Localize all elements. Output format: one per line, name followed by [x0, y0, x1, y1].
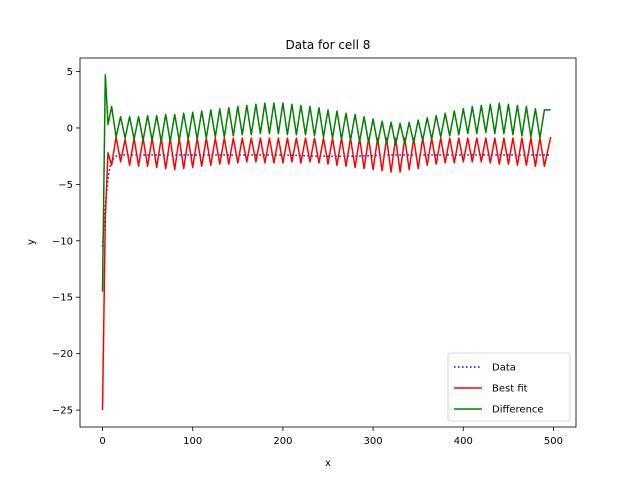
- legend: Data Best fit Difference: [447, 352, 571, 422]
- legend-entry: Difference: [492, 405, 544, 416]
- x-tick-label: 100: [183, 436, 202, 447]
- y-axis-ticks: 5 0 −5 −10 −15 −20 −25: [52, 67, 80, 417]
- x-tick-label: 300: [364, 436, 383, 447]
- series-line-difference: [101, 74, 551, 292]
- series-line-best-fit: [101, 136, 552, 411]
- x-tick-label: 500: [544, 436, 563, 447]
- x-axis-label: x: [325, 458, 331, 469]
- y-axis-label: y: [26, 239, 37, 245]
- y-tick-label: 5: [67, 67, 73, 78]
- y-tick-label: −15: [52, 293, 73, 304]
- legend-entry: Best fit: [492, 384, 528, 395]
- x-tick-label: 0: [99, 436, 105, 447]
- x-axis-ticks: 0 100 200 300 400 500: [99, 427, 563, 447]
- x-tick-label: 400: [454, 436, 473, 447]
- plot-area: [101, 74, 552, 411]
- y-tick-label: −25: [52, 406, 73, 417]
- y-tick-label: −20: [52, 349, 73, 360]
- legend-box: [447, 352, 571, 422]
- chart-title: Data for cell 8: [286, 38, 371, 52]
- y-tick-label: −5: [58, 180, 73, 191]
- y-tick-label: −10: [52, 236, 73, 247]
- axes-frame: [79, 57, 577, 428]
- y-tick-label: 0: [67, 123, 73, 134]
- x-tick-label: 200: [273, 436, 292, 447]
- legend-entry: Data: [492, 363, 516, 374]
